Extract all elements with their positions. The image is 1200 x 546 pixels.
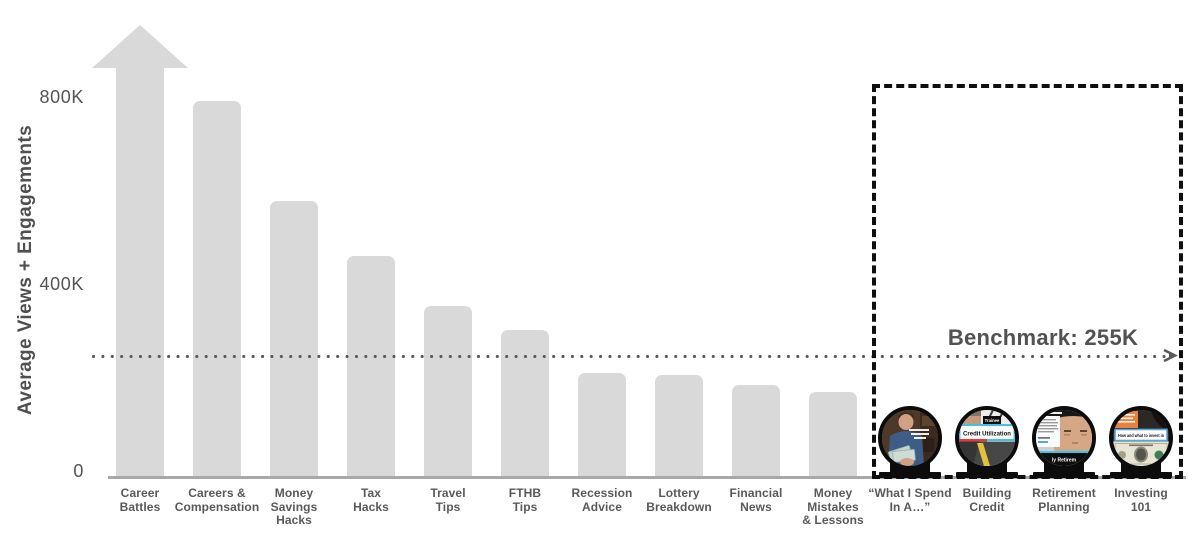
thumbnail-pedestal-base xyxy=(1110,472,1172,478)
category-label: Investing 101 xyxy=(1114,486,1168,514)
bar xyxy=(193,101,241,478)
category-label: Lottery Breakdown xyxy=(646,486,712,514)
video-still-investing-101: How and what to invest in xyxy=(1109,406,1173,470)
category-label: Retirement Planning xyxy=(1032,486,1096,514)
trainee-tag-text: Trainee xyxy=(985,418,1000,423)
y-tick-0: 0 xyxy=(73,461,84,481)
thumbnail-building-credit: Trainee Credit Utilization xyxy=(939,404,1035,478)
benchmark-arrow-icon xyxy=(1163,348,1178,363)
highlight-dashed-box xyxy=(872,84,1183,479)
y-tick-800k: 800K xyxy=(39,87,84,107)
bar-career-battles-offscale xyxy=(92,25,188,478)
investing-banner-text: How and what to invest in xyxy=(1118,433,1164,438)
y-tick-400k: 400K xyxy=(39,274,84,294)
bar xyxy=(270,201,318,478)
bar xyxy=(347,256,395,478)
bar xyxy=(809,392,857,478)
category-label: Money Mistakes & Lessons xyxy=(802,486,864,527)
credit-utilization-banner-text: Credit Utilization xyxy=(963,431,1011,437)
thumbnail-pedestal-base xyxy=(956,472,1018,478)
category-label: “What I Spend In A…” xyxy=(868,486,952,514)
video-still-retirement-planning: ly Retirem xyxy=(1032,406,1096,470)
thumbnail-what-i-spend xyxy=(862,404,958,478)
retirement-caption-text: ly Retirem xyxy=(1052,457,1077,463)
benchmark-label: Benchmark: 255K xyxy=(947,325,1139,350)
thumbnail-pedestal-base xyxy=(1033,472,1095,478)
video-still-what-i-spend xyxy=(878,406,942,470)
bar xyxy=(578,373,626,478)
category-label: Recession Advice xyxy=(571,486,633,514)
category-label: Financial News xyxy=(729,486,783,514)
video-still-building-credit: Trainee Credit Utilization xyxy=(955,406,1019,470)
category-label: Money Savings Hacks xyxy=(270,486,318,527)
bar xyxy=(655,375,703,478)
category-label: Career Battles xyxy=(119,486,161,514)
bar xyxy=(501,330,549,478)
benchmark-dotted-line xyxy=(92,355,1170,358)
category-label: FTHB Tips xyxy=(508,486,542,514)
x-axis-line xyxy=(108,476,1186,479)
category-label: Careers & Compensation xyxy=(174,486,260,514)
category-label: Building Credit xyxy=(962,486,1012,514)
thumbnail-retirement-planning: ly Retirem xyxy=(1016,404,1112,478)
bar xyxy=(732,385,780,478)
category-label: Travel Tips xyxy=(430,486,466,514)
category-label: Tax Hacks xyxy=(353,486,389,514)
bar xyxy=(424,306,472,478)
up-arrow-icon xyxy=(92,25,188,478)
thumbnail-pedestal-base xyxy=(879,472,941,478)
thumbnail-investing-101: How and what to invest in xyxy=(1093,404,1189,478)
